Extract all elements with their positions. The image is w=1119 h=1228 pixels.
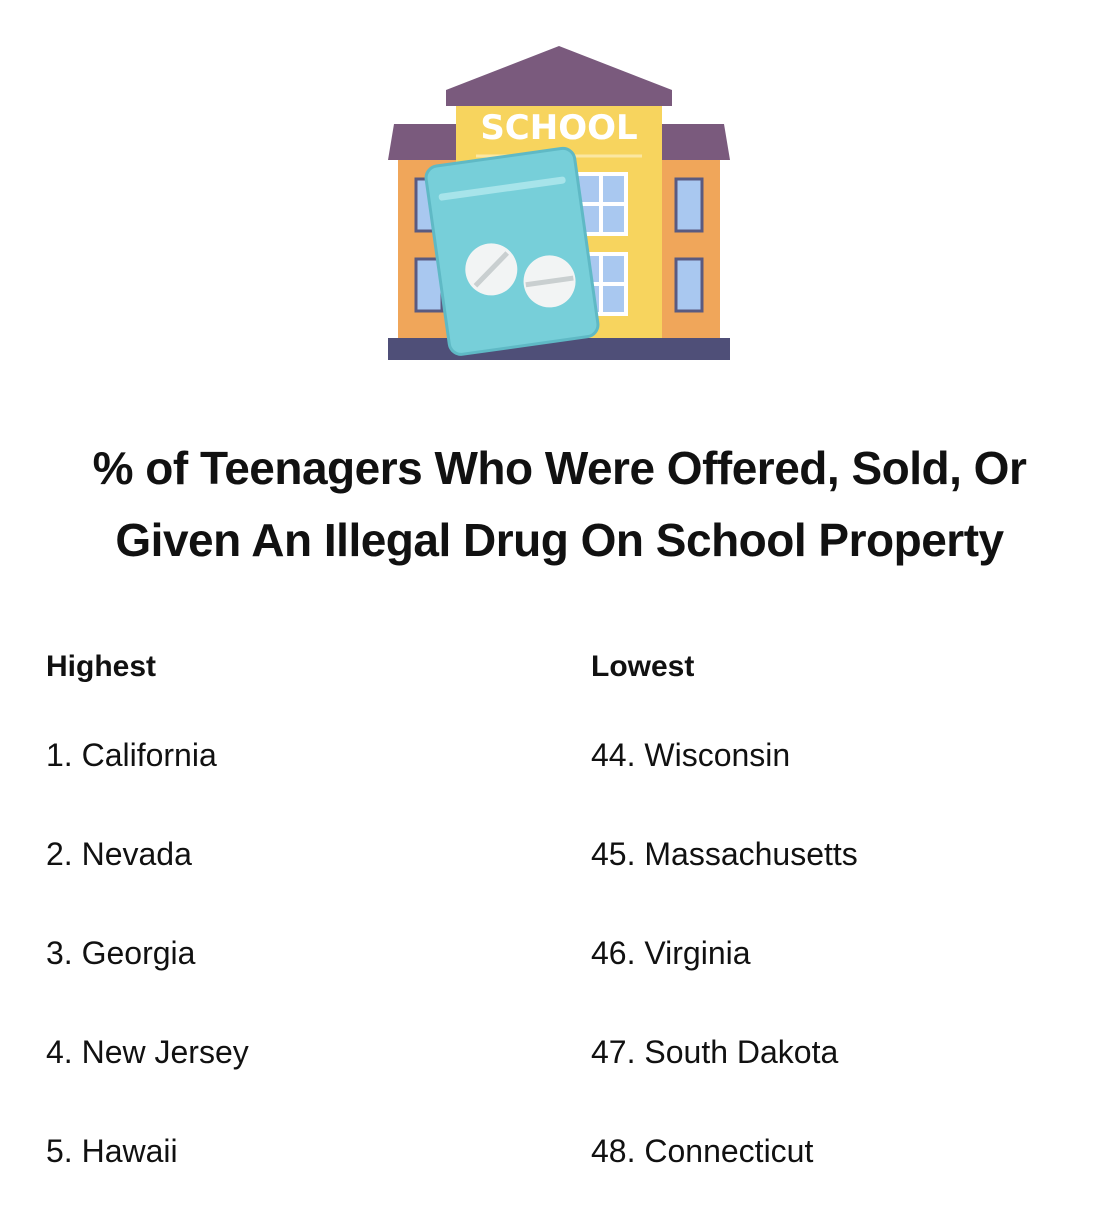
main-roof-icon	[446, 46, 672, 106]
school-drugs-illustration: SCHOOL	[388, 46, 730, 360]
lowest-heading: Lowest	[591, 650, 695, 683]
lowest-column: Lowest 44. Wisconsin 45. Massachusetts 4…	[591, 645, 858, 1228]
highest-list: 1. California 2. Nevada 3. Georgia 4. Ne…	[46, 733, 249, 1173]
title-line-2: Given An Illegal Drug On School Property	[115, 514, 1004, 566]
left-wing-roof	[388, 124, 456, 160]
list-item: 2. Nevada	[46, 836, 192, 872]
title-line-1: % of Teenagers Who Were Offered, Sold, O…	[92, 442, 1027, 494]
list-item: 47. South Dakota	[591, 1034, 839, 1070]
list-item: 5. Hawaii	[46, 1133, 178, 1169]
highest-heading: Highest	[46, 650, 157, 683]
lowest-list: 44. Wisconsin 45. Massachusetts 46. Virg…	[591, 733, 858, 1173]
right-wing-windows	[674, 177, 704, 313]
list-item: 1. California	[46, 737, 217, 773]
school-sign: SCHOOL	[480, 108, 637, 148]
list-item: 4. New Jersey	[46, 1034, 249, 1070]
list-item: 44. Wisconsin	[591, 737, 791, 773]
list-item: 46. Virginia	[591, 935, 751, 971]
list-item: 3. Georgia	[46, 935, 196, 971]
pill-bag-icon	[424, 146, 600, 356]
highest-column: Highest 1. California 2. Nevada 3. Georg…	[46, 645, 249, 1228]
right-wing-roof	[662, 124, 730, 160]
list-item: 48. Connecticut	[591, 1133, 814, 1169]
list-item: 45. Massachusetts	[591, 836, 858, 872]
page-title: % of Teenagers Who Were Offered, Sold, O…	[0, 432, 1119, 576]
